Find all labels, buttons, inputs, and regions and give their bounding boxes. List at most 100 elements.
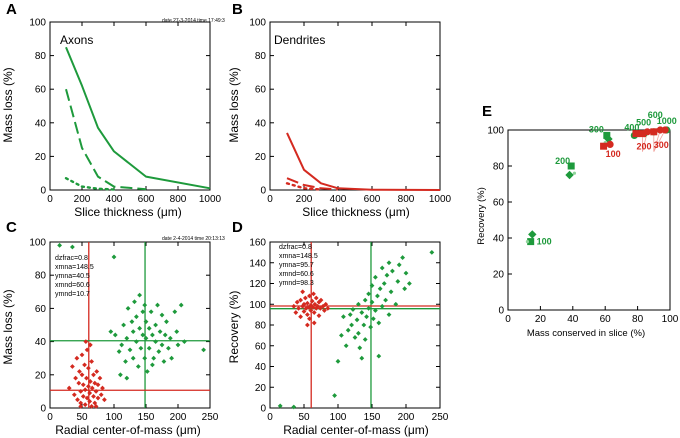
- panel-c-point-dendrites: [80, 393, 86, 399]
- panel-d-point-axons: [339, 332, 344, 338]
- panel-c-point-axons: [159, 342, 165, 348]
- panel-d-xtick-label: 50: [298, 412, 310, 423]
- panel-c-point-axons: [119, 342, 125, 348]
- panel-c-ytick-label: 80: [35, 271, 47, 282]
- panel-d-point-axons: [356, 330, 361, 336]
- panel-e-ytick-label: 60: [493, 198, 505, 209]
- panel-c-point-axons: [167, 335, 173, 341]
- panel-d-point-dendrites: [298, 314, 303, 320]
- panel-d-point-axons: [366, 291, 371, 297]
- panel-a-ytick-label: 80: [35, 51, 47, 62]
- panel-d-ytick-label: 60: [255, 341, 267, 352]
- panel-d-point-axons: [386, 312, 392, 318]
- panel-e-connector: [653, 129, 661, 152]
- panel-c-point-axons: [124, 335, 130, 341]
- annotation-xmna: xmna=148.5: [55, 264, 94, 271]
- annotation-dzfrac: dzfrac=0.8: [55, 255, 88, 262]
- panel-c-point-axons: [127, 347, 133, 353]
- panel-d-ylabel: Recovery (%): [227, 291, 241, 364]
- panel-a-axes: 0 200 400 600 800 1000 0 20 40 60 80 100: [29, 18, 221, 206]
- panel-c-point-dendrites: [84, 395, 90, 401]
- panel-c-point-axons: [174, 329, 180, 335]
- panel-c-point-axons: [172, 309, 178, 315]
- panel-c-point-axons: [156, 349, 162, 354]
- annotation-ymna: ymna=40.5: [55, 273, 90, 280]
- panel-c-point-dendrites: [74, 355, 80, 361]
- panel-b-xtick-label: 600: [364, 194, 381, 205]
- panel-c-point-dendrites: [89, 403, 94, 409]
- panel-label-b: B: [232, 1, 243, 18]
- panel-e-label-axons: 600: [648, 110, 663, 120]
- panel-d-point-axons: [377, 286, 383, 292]
- panel-c-point-dendrites: [76, 380, 82, 386]
- panel-d-point-axons: [379, 303, 385, 309]
- panel-c-point-axons: [134, 314, 139, 320]
- panel-a-ytick-label: 100: [29, 18, 46, 29]
- panel-e-point-dendrites: [661, 126, 669, 134]
- panel-a-xtick-label: 1000: [199, 194, 222, 205]
- panel-c-point-dendrites: [87, 398, 93, 404]
- panel-d-ytick-label: 140: [249, 258, 266, 269]
- panel-d-point-dendrites: [311, 320, 317, 326]
- panel-c-point-axons: [164, 319, 169, 325]
- panel-d-point-axons: [383, 297, 388, 303]
- panel-c-annotations: dzfrac=0.8 xmna=148.5 ymna=40.5 xmnd=60.…: [55, 255, 94, 298]
- panel-d-point-dendrites: [294, 299, 300, 305]
- panel-e-axes: 0 20 40 60 80 100 0 20 40 60 80 100: [487, 126, 678, 326]
- panel-b: B Dendrites 0 200 400 600 800 1000 0 20 40 60 80 10…: [227, 1, 452, 219]
- panel-e-point-dendrites: [638, 130, 646, 138]
- panel-c-point-axons: [140, 332, 146, 338]
- panel-e-label-axons: 500: [636, 118, 651, 128]
- panel-c-point-dendrites: [91, 393, 96, 399]
- panel-d-point-axons: [376, 353, 382, 359]
- panel-label-e: E: [482, 103, 492, 120]
- panel-a-frame: [49, 21, 211, 191]
- panel-d-point-dendrites: [313, 295, 319, 301]
- panel-b-ytick-label: 20: [255, 152, 267, 163]
- panel-d-point-axons: [403, 270, 409, 276]
- panel-c-point-dendrites: [84, 347, 90, 353]
- panel-d-point-dendrites: [309, 298, 315, 304]
- panel-c-stamp: date 2-4-2014 time 20:13:13: [162, 236, 225, 242]
- panel-a-stamp: date 27-3-2014 time 17:49:3: [162, 18, 225, 24]
- panel-d-ytick-label: 100: [249, 300, 266, 311]
- panel-e-label-dendrites: 200: [636, 142, 651, 152]
- panel-d-ytick-label: 80: [255, 321, 267, 332]
- panel-c-point-axons: [118, 372, 123, 378]
- panel-c-xlabel: Radial center-of-mass (μm): [55, 423, 201, 437]
- panel-e-xtick-label: 60: [600, 314, 612, 325]
- panel-d-point-dendrites: [325, 306, 331, 311]
- panel-a-ylabel: Mass loss (%): [1, 67, 15, 142]
- panel-c-ylabel: Mass loss (%): [1, 289, 15, 364]
- panel-c-point-axons: [138, 345, 144, 351]
- panel-d-axes: 0 50 100 150 200 250 0 20 40 60 80 100 120 140 160: [249, 238, 448, 424]
- panel-e-ytick-label: 0: [498, 306, 504, 317]
- panel-c-point-axons: [140, 309, 146, 315]
- panel-e-xtick-label: 80: [632, 314, 644, 325]
- panel-e-label-axons: 200: [555, 156, 570, 166]
- panel-c-point-axons: [146, 345, 152, 351]
- panel-a-xtick-label: 0: [47, 194, 53, 205]
- panel-c-point-axons: [124, 375, 130, 381]
- panel-d-xtick-label: 200: [398, 412, 415, 423]
- panel-c-point-axons: [123, 359, 128, 364]
- panel-d-ytick-label: 120: [249, 279, 266, 290]
- panel-d-xtick-label: 150: [364, 412, 381, 423]
- panel-d-point-dendrites: [305, 312, 310, 318]
- panel-e-xtick-label: 0: [505, 314, 511, 325]
- annotation-ymna: ymna=95.7: [279, 262, 314, 269]
- panel-d-point-axons: [395, 279, 401, 284]
- panel-b-ytick-label: 0: [260, 186, 266, 197]
- panel-c-point-dendrites: [79, 352, 85, 358]
- panel-d-point-dendrites: [296, 306, 301, 311]
- panel-d-point-dendrites: [311, 310, 317, 315]
- panel-d-point-axons: [359, 310, 365, 315]
- panel-d-annotations: dzfrac=0.8 xmna=148.5 ymna=95.7 xmnd=60.…: [279, 244, 318, 287]
- panel-d-point-axons: [277, 403, 283, 409]
- panel-c-point-dendrites: [78, 400, 84, 406]
- panel-a-xtick-label: 800: [170, 194, 187, 205]
- panel-d-point-dendrites: [305, 300, 310, 306]
- panel-d-point-dendrites: [293, 310, 299, 315]
- panel-d-point-axons: [369, 283, 375, 288]
